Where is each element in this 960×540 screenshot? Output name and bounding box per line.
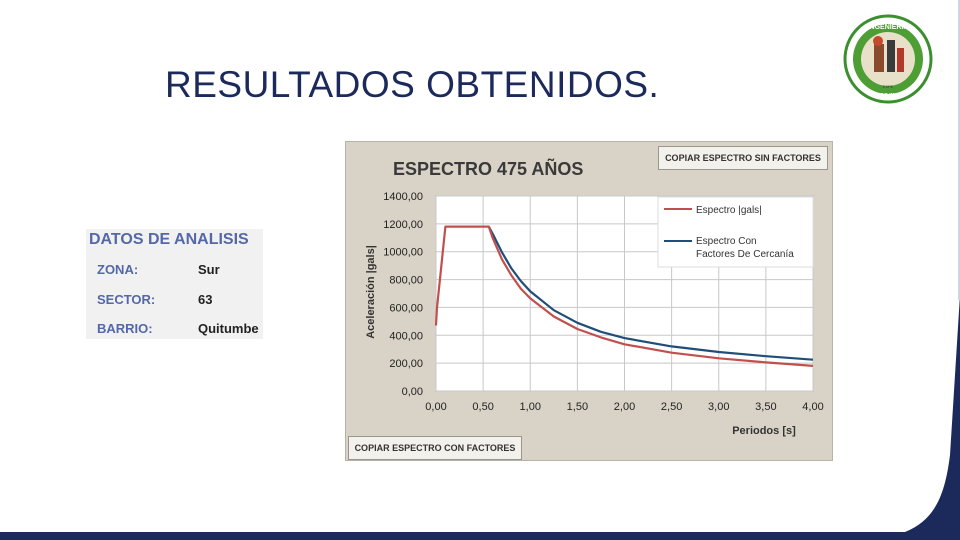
y-tick-label: 0,00 [402,386,423,398]
datos-header: DATOS DE ANALISIS [89,231,249,248]
datos-row-zona: ZONA: Sur [97,262,220,277]
x-tick-label: 4,00 [802,401,823,413]
x-tick-label: 0,00 [425,401,446,413]
copiar-con-factores-button[interactable]: COPIAR ESPECTRO CON FACTORES [348,436,522,460]
chart-ticks: 0,00 0,50 1,00 1,50 2,00 2,50 3,00 3,50 4,00 0,00… [383,191,823,413]
datos-label: ZONA: [97,262,139,277]
y-tick-label: 1400,00 [383,191,423,203]
ingenieria-civil-logo: INGENIERIA CIVIL ESPE [843,14,933,104]
y-tick-label: 800,00 [389,275,423,287]
slide-title: RESULTADOS OBTENIDOS. [165,64,660,105]
y-tick-label: 1200,00 [383,219,423,231]
datos-label: SECTOR: [97,292,156,307]
legend-entry-con-factores: Espectro Con Factores De Cercanía [696,236,794,260]
y-tick-label: 1000,00 [383,247,423,259]
y-axis-label: Aceleración |gals| [365,245,377,339]
logo-bottom-text: CIVIL [879,93,898,100]
datos-value: Sur [198,262,220,277]
logo-top-text: INGENIERIA [868,24,909,31]
datos-row-barrio: BARRIO: Quitumbe [97,321,259,336]
chart-panel: ESPECTRO 475 AÑOS 0,00 0,50 1,00 1,50 2,00 2,… [345,141,833,461]
series-line-con-factores [487,226,814,361]
series-line-espectro [434,225,814,367]
x-tick-label: 1,50 [567,401,588,413]
chart-title: ESPECTRO 475 AÑOS [393,158,583,179]
y-tick-label: 600,00 [389,302,423,314]
datos-analisis-panel: DATOS DE ANALISIS ZONA: Sur SECTOR: 63 B… [86,229,263,339]
x-tick-label: 3,50 [755,401,776,413]
copiar-sin-factores-button[interactable]: COPIAR ESPECTRO SIN FACTORES [658,146,828,170]
chart-legend: Espectro |gals| Espectro Con Factores De… [657,196,814,268]
x-tick-label: 3,00 [708,401,729,413]
datos-value: 63 [198,292,213,307]
y-tick-label: 200,00 [389,358,423,370]
x-tick-label: 2,00 [614,401,635,413]
datos-label: BARRIO: [97,321,153,336]
logo-small-text: ESPE [883,84,894,89]
datos-row-sector: SECTOR: 63 [97,292,212,307]
chart-series [434,225,814,367]
legend-entry-espectro: Espectro |gals| [696,205,762,216]
x-axis-label: Periodos [s] [732,425,796,437]
x-tick-label: 1,00 [520,401,541,413]
spectrum-chart: ESPECTRO 475 AÑOS 0,00 0,50 1,00 1,50 2,00 2,… [365,158,824,437]
datos-value: Quitumbe [198,321,259,336]
x-tick-label: 0,50 [472,401,493,413]
y-tick-label: 400,00 [389,330,423,342]
x-tick-label: 2,50 [661,401,682,413]
